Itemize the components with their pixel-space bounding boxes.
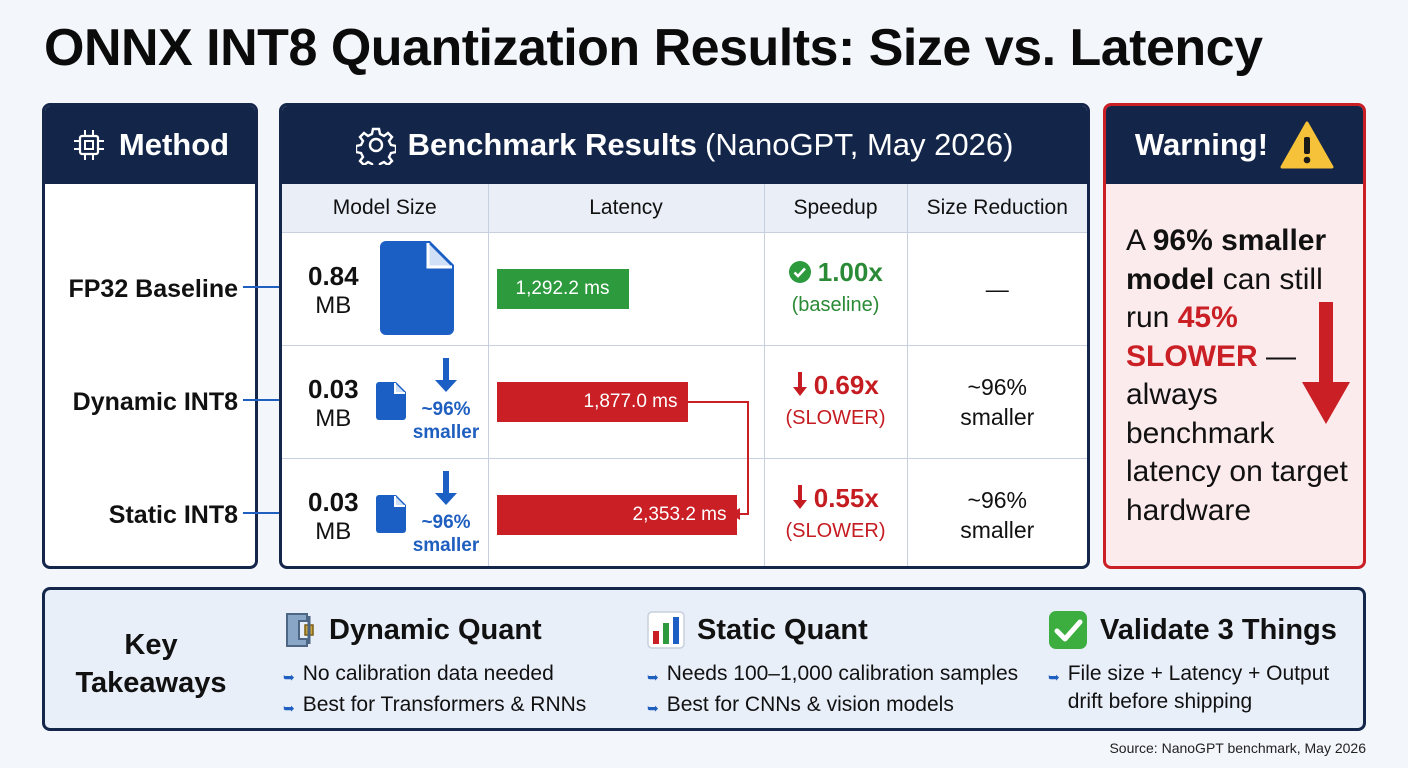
benchmark-header-row: Model Size Latency Speedup Size Reductio… <box>282 184 1087 233</box>
size-reduction-cell: ~96% smaller <box>907 345 1087 459</box>
benchmark-table: Model Size Latency Speedup Size Reductio… <box>282 184 1087 566</box>
connector-dynamic <box>243 399 289 401</box>
column-header-latency: Latency <box>488 184 765 233</box>
speedup-cell: 0.55x (SLOWER) <box>764 458 908 566</box>
takeaway-static-quant: Static Quant ➥ Needs 100–1,000 calibratio… <box>647 610 1018 722</box>
small-file-icon <box>376 494 406 533</box>
arrow-down-icon <box>435 357 457 392</box>
method-label-static: Static INT8 <box>108 500 238 529</box>
latency-bar: 2,353.2 ms <box>496 494 737 535</box>
speedup-note: (SLOWER) <box>785 520 886 543</box>
small-file-icon <box>376 381 406 420</box>
model-size-value: 0.03 MB <box>308 373 359 432</box>
takeaway-dynamic-quant: Dynamic Quant ➥ No calibration data neede… <box>283 610 586 722</box>
clamp-icon <box>286 613 314 647</box>
list-item: ➥ File size + Latency + Output drift befo… <box>1048 662 1330 713</box>
size-reduction-value: ~96% smaller <box>960 486 1035 543</box>
size-reduction-cell: ~96% smaller <box>907 458 1087 566</box>
list-item: ➥ Best for Transformers & RNNs <box>283 693 587 716</box>
latency-cell: 1,292.2 ms <box>488 232 765 346</box>
takeaway-title: Static Quant <box>697 613 868 646</box>
cpu-chip-icon <box>73 130 104 160</box>
latency-cell: 2,353.2 ms <box>488 458 765 566</box>
arrow-down-icon <box>793 372 808 396</box>
column-header-model-size: Model Size <box>282 184 489 233</box>
benchmark-panel-subtitle: (NanoGPT, May 2026) <box>705 127 1014 162</box>
big-arrow-down-icon <box>1302 302 1350 424</box>
size-reduction-value: — <box>985 275 1009 302</box>
benchmark-panel: Benchmark Results (NanoGPT, May 2026) Mo… <box>279 103 1090 569</box>
latency-cell: 1,877.0 ms <box>488 345 765 459</box>
model-size-cell: 0.84 MB <box>282 232 489 346</box>
model-size-cell: 0.03 MB ~96% smaller <box>282 345 489 459</box>
column-header-size-reduction: Size Reduction <box>907 184 1087 233</box>
method-panel: Method FP32 Baseline Dynamic INT8 Static… <box>42 103 258 569</box>
model-size-value: 0.03 MB <box>308 486 359 545</box>
warning-triangle-icon <box>1280 121 1334 169</box>
speedup-value: 0.69x <box>765 370 907 403</box>
speedup-cell: 1.00x (baseline) <box>764 232 908 346</box>
table-row: 0.03 MB ~96% smaller 1,877.0 ms <box>282 345 1087 459</box>
gear-icon <box>355 127 396 165</box>
key-takeaways-panel: Key Takeaways Dynamic Quant ➥ No calibrat… <box>42 587 1366 731</box>
key-takeaways-label: Key Takeaways <box>75 629 227 699</box>
arrow-down-icon <box>435 470 457 505</box>
speedup-note: (SLOWER) <box>785 407 886 429</box>
check-box-icon <box>1049 611 1087 649</box>
size-reduction-value: ~96% smaller <box>960 373 1035 430</box>
list-item: ➥ No calibration data needed <box>283 662 554 685</box>
speedup-cell: 0.69x (SLOWER) <box>764 345 908 459</box>
connector-static <box>243 512 289 514</box>
list-item: ➥ Best for CNNs & vision models <box>647 693 954 716</box>
column-header-speedup: Speedup <box>764 184 908 233</box>
warning-panel-title: Warning! <box>1134 127 1269 162</box>
connector-fp32 <box>243 286 289 288</box>
model-size-cell: 0.03 MB ~96% smaller <box>282 458 489 566</box>
bar-chart-icon <box>647 611 685 649</box>
speedup-note: (baseline) <box>791 294 880 316</box>
latency-label: 1,877.0 ms <box>583 390 678 412</box>
takeaway-title: Dynamic Quant <box>329 613 542 646</box>
latency-bar: 1,877.0 ms <box>496 381 688 422</box>
list-item: ➥ Needs 100–1,000 calibration samples <box>647 662 1019 685</box>
size-reduction-note: ~96% smaller <box>412 511 480 556</box>
method-panel-title: Method <box>118 127 230 162</box>
speedup-value: 0.55x <box>765 483 907 516</box>
warning-message: A 96% smaller model can still run 45% SL… <box>1126 224 1348 527</box>
warning-panel-header: Warning! <box>1106 106 1363 184</box>
takeaway-title: Validate 3 Things <box>1100 613 1337 646</box>
page-title: ONNX INT8 Quantization Results: Size vs.… <box>44 19 1263 77</box>
size-reduction-note: ~96% smaller <box>412 398 480 443</box>
takeaway-validate: Validate 3 Things ➥ File size + Latency +… <box>1048 610 1338 716</box>
table-row: 0.03 MB ~96% smaller 2,353.2 ms <box>282 458 1087 566</box>
benchmark-panel-title: Benchmark Results <box>407 127 698 162</box>
latency-label: 2,353.2 ms <box>632 503 727 525</box>
file-icon <box>380 240 454 335</box>
arrow-down-icon <box>793 485 808 510</box>
method-panel-header: Method <box>45 106 255 184</box>
latency-bar: 1,292.2 ms <box>496 268 629 309</box>
latency-label: 1,292.2 ms <box>515 277 610 299</box>
source-note: Source: NanoGPT benchmark, May 2026 <box>1109 740 1366 756</box>
warning-panel: Warning! A 96% smaller model can still r… <box>1103 103 1366 569</box>
speedup-value: 1.00x <box>765 257 907 290</box>
check-circle-icon <box>789 261 812 283</box>
table-row: 0.84 MB 1,292.2 ms 1.00x <box>282 232 1087 346</box>
benchmark-panel-header: Benchmark Results (NanoGPT, May 2026) <box>282 106 1087 184</box>
method-label-dynamic: Dynamic INT8 <box>72 387 238 416</box>
model-size-value: 0.84 MB <box>308 260 359 319</box>
size-reduction-cell: — <box>907 232 1087 346</box>
method-label-fp32: FP32 Baseline <box>68 274 238 303</box>
